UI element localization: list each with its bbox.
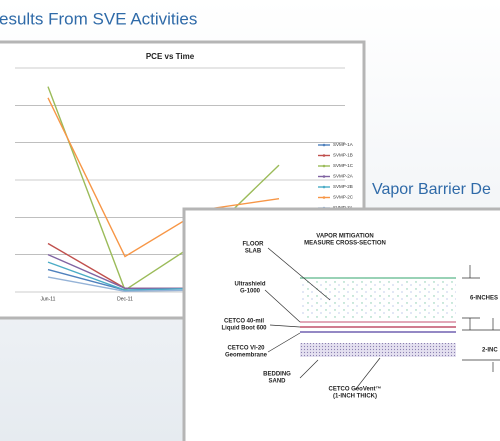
panel-frame xyxy=(182,207,500,441)
leader-lines xyxy=(264,247,500,391)
legend-marker xyxy=(322,196,326,199)
diagram-title: MEASURE CROSS-SECTION xyxy=(304,241,386,247)
series-line xyxy=(47,97,280,258)
side-heading: Vapor Barrier De xyxy=(372,181,491,198)
layer-label: SAND xyxy=(268,379,286,385)
x-tick-label: Dec-11 xyxy=(117,296,133,302)
layer-label: Ultrashield xyxy=(234,282,265,288)
layer-label: BEDDING xyxy=(263,372,291,378)
layer-label: Geomembrane xyxy=(225,353,268,359)
floor-slab xyxy=(300,278,456,318)
legend-marker xyxy=(322,175,326,178)
legend-label: SVMP-2C xyxy=(333,195,354,200)
series-line xyxy=(47,86,280,292)
legend-marker xyxy=(322,164,326,168)
layer-label: SLAB xyxy=(245,249,262,255)
layer-label: CETCO GeoVent™ xyxy=(328,386,381,393)
dimension-label: 2-INC xyxy=(482,348,498,354)
layer-label: CETCO 40-mil xyxy=(224,319,264,325)
legend-label: SVMP-1B xyxy=(333,153,353,158)
legend-marker xyxy=(322,143,326,147)
x-tick-label: Jun-11 xyxy=(41,296,56,302)
layer-label: (1-INCH THICK) xyxy=(333,394,377,400)
legend-marker xyxy=(322,185,326,189)
legend-label: SVMP-2B xyxy=(333,184,353,189)
legend-label: SVMP-2A xyxy=(333,174,353,179)
legend-label: SVMP-1C xyxy=(333,163,354,168)
layer-label: G-1000 xyxy=(240,289,261,295)
dimension-label: 6-INCHES xyxy=(470,296,498,302)
layer-label: CETCO VI-20 xyxy=(227,346,265,352)
layer-label: FLOOR xyxy=(243,242,265,248)
page-heading: esults From SVE Activities xyxy=(0,9,197,28)
diagram-title: VAPOR MITIGATION xyxy=(316,234,373,240)
legend-marker xyxy=(322,154,326,157)
chart-title: PCE vs Time xyxy=(146,52,195,61)
geovent-layer xyxy=(300,343,456,357)
layer-label: Liquid Boot 600 xyxy=(222,326,268,332)
legend-label: SVMP-1A xyxy=(333,142,353,147)
